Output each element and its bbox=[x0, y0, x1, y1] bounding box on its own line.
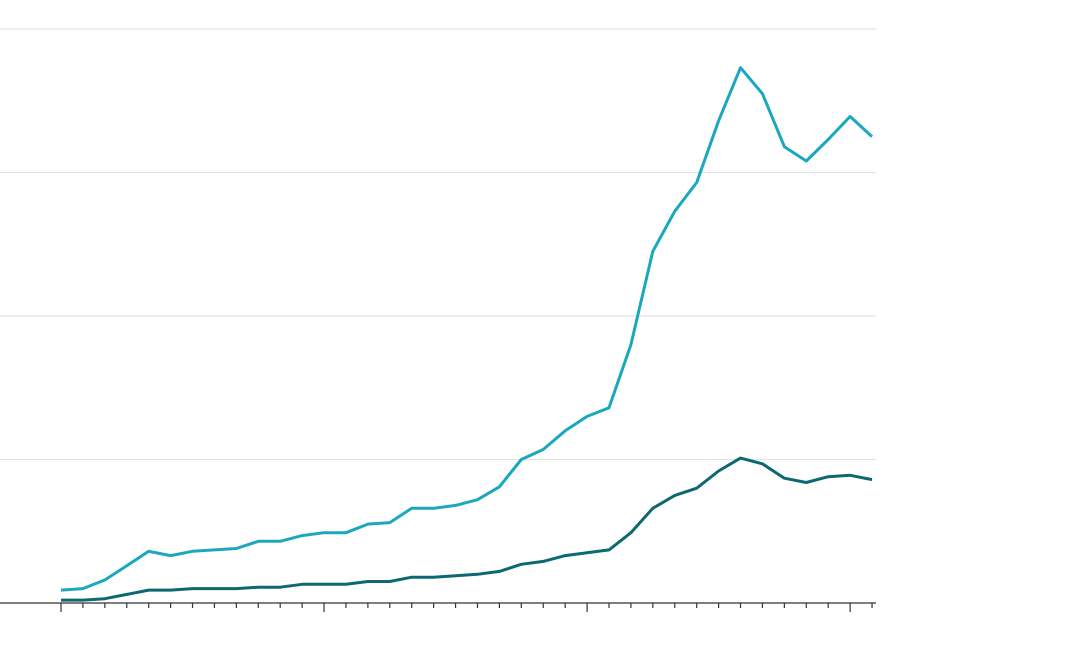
series-line bbox=[61, 456, 873, 602]
series-line bbox=[60, 66, 874, 592]
